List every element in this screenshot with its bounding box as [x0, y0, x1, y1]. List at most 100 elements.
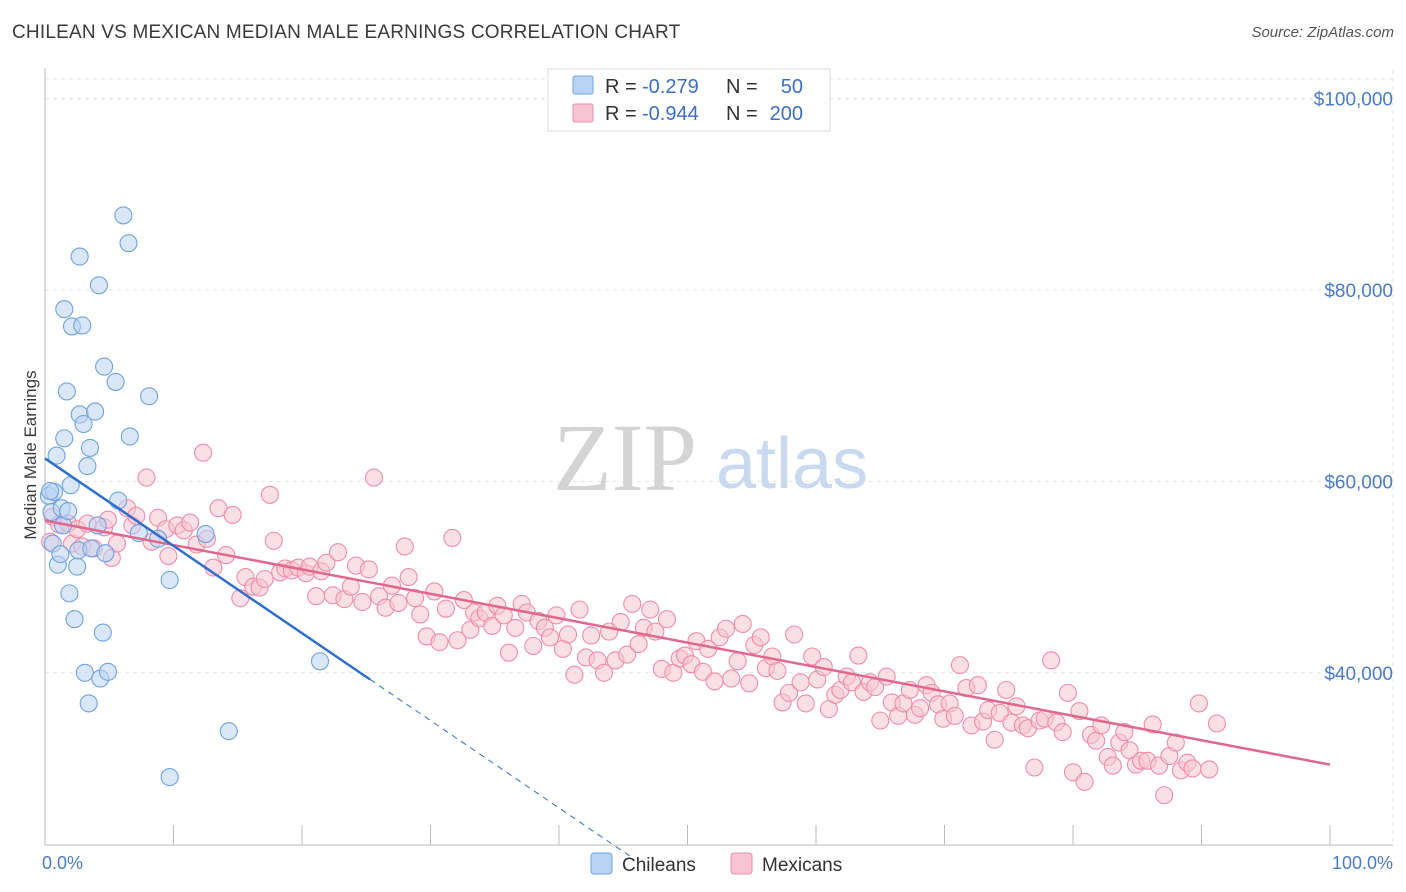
- mexicans-point: [540, 628, 560, 647]
- mexicans-point: [871, 711, 890, 730]
- chileans-point: [78, 457, 97, 476]
- mexicans-point: [751, 628, 770, 647]
- mexicans-point: [1189, 694, 1208, 713]
- chileans-point: [57, 382, 76, 401]
- mexicans-point: [1200, 760, 1219, 779]
- mexicans-point: [443, 528, 462, 547]
- chileans-point: [41, 481, 60, 501]
- chileans-point: [96, 544, 115, 563]
- chileans-point: [86, 402, 105, 421]
- watermark: ZIP atlas: [553, 404, 868, 511]
- chileans-point: [55, 429, 74, 448]
- mexicans-point: [395, 537, 414, 556]
- mexicans-point: [657, 610, 676, 629]
- watermark-zip: ZIP: [553, 404, 697, 511]
- legend-n-value-mexicans: 200: [770, 103, 803, 125]
- legend-n-label-chileans: N =: [726, 76, 758, 98]
- mexicans-point: [1042, 651, 1061, 670]
- trend-lines: [44, 457, 1331, 857]
- mexicans-point: [558, 625, 578, 644]
- mexicans-point: [1183, 759, 1202, 778]
- chart-source: Source: ZipAtlas.com: [1251, 24, 1394, 41]
- mexicans-point: [389, 593, 408, 612]
- mexicans-point: [1103, 756, 1122, 775]
- mexicans-point: [430, 633, 449, 652]
- chileans-point: [119, 234, 138, 253]
- bottom-legend-label-chileans: Chileans: [622, 855, 696, 876]
- mexicans-point: [307, 587, 326, 606]
- mexicans-point: [733, 614, 752, 634]
- mexicans-point: [425, 582, 444, 601]
- mexicans-point: [411, 605, 430, 624]
- mexicans-point: [260, 485, 279, 504]
- chileans-point: [65, 610, 84, 629]
- mexicans-point: [506, 618, 525, 637]
- mexicans-point: [705, 672, 724, 691]
- chileans-point: [68, 557, 87, 576]
- bottom-legend-swatch-chileans: [590, 852, 613, 875]
- legend-top: R = -0.279 N = 50 R = -0.944 N = 200: [547, 68, 831, 132]
- chileans-point: [59, 502, 78, 521]
- chileans-point: [73, 316, 92, 335]
- mexicans-point: [594, 663, 614, 682]
- mexicans-point: [911, 699, 930, 718]
- y-axis-title: Median Male Earnings: [21, 370, 40, 539]
- mexicans-point: [629, 635, 648, 654]
- legend-swatch-mexicans: [572, 103, 594, 123]
- mexicans-point: [779, 683, 799, 702]
- mexicans-point: [137, 468, 156, 487]
- mexicans-point: [997, 680, 1016, 700]
- axes: [44, 68, 1393, 846]
- chileans-point: [70, 247, 89, 266]
- mexicans-point: [791, 673, 810, 692]
- mexicans-point: [570, 600, 589, 619]
- chileans-point: [55, 300, 74, 319]
- mexicans-point: [436, 599, 455, 618]
- legend-n-value-chileans: 50: [781, 76, 803, 98]
- mexicans-point: [499, 643, 518, 662]
- chileans-point: [196, 524, 215, 544]
- chileans-points: [39, 206, 330, 787]
- chileans-trend-line: [44, 457, 371, 681]
- chileans-point: [95, 357, 114, 376]
- chileans-point: [160, 570, 179, 590]
- mexicans-point: [968, 676, 987, 695]
- mexicans-point: [768, 661, 787, 680]
- legend-n-label-mexicans: N =: [726, 103, 758, 125]
- chileans-point: [75, 663, 94, 682]
- mexicans-point: [641, 600, 660, 619]
- chileans-point: [160, 768, 179, 787]
- mexicans-point: [159, 546, 178, 566]
- mexicans-point: [582, 626, 601, 645]
- x-tick-label-min: 0.0%: [42, 853, 83, 873]
- mexicans-point: [317, 553, 336, 572]
- mexicans-point: [722, 669, 741, 688]
- grid-lines: [45, 70, 1394, 845]
- chileans-point: [106, 372, 125, 391]
- mexicans-point: [223, 505, 242, 524]
- mexicans-point: [849, 646, 868, 665]
- x-tick-label-max: 100.0%: [1332, 853, 1393, 873]
- mexicans-point: [785, 625, 804, 644]
- chileans-point: [98, 662, 118, 681]
- y-tick-label: $80,000: [1324, 281, 1393, 302]
- chileans-point: [80, 438, 100, 457]
- mexicans-point: [740, 674, 759, 693]
- mexicans-point: [181, 513, 200, 532]
- mexicans-point: [483, 616, 502, 635]
- mexicans-point: [328, 543, 348, 562]
- legend-bottom: Chileans Mexicans: [590, 852, 842, 876]
- mexicans-point: [359, 560, 378, 579]
- mexicans-point: [399, 568, 418, 587]
- mexicans-trend-line: [44, 519, 1331, 766]
- mexicans-point: [364, 468, 384, 487]
- y-axis-ticks: $40,000 $60,000 $80,000 $100,000: [1314, 90, 1393, 685]
- mexicans-point: [985, 730, 1004, 749]
- mexicans-point: [1155, 786, 1174, 805]
- legend-swatch-chileans: [572, 75, 594, 95]
- chileans-point: [79, 694, 98, 713]
- mexicans-point: [1058, 683, 1077, 702]
- chileans-point: [60, 584, 79, 603]
- mexicans-point: [1087, 731, 1106, 750]
